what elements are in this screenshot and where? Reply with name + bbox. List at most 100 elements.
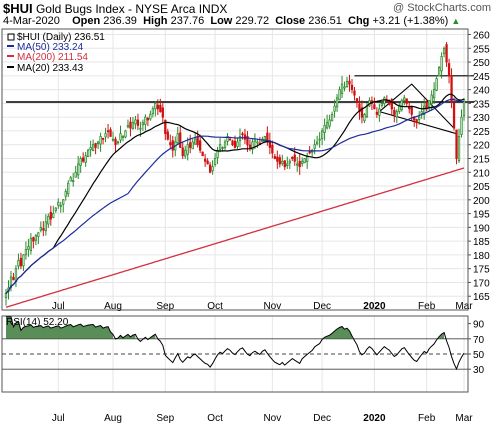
candle-body bbox=[176, 133, 179, 144]
candle-body bbox=[27, 246, 30, 250]
candle-body bbox=[12, 276, 15, 281]
candle-body bbox=[253, 138, 257, 142]
candle-body bbox=[410, 106, 413, 115]
candle-body bbox=[91, 144, 95, 152]
candle-body bbox=[291, 157, 294, 159]
candle-body bbox=[400, 100, 403, 111]
candle-body bbox=[164, 119, 167, 135]
candle-body bbox=[39, 226, 42, 231]
candle-body bbox=[29, 237, 33, 252]
price-tick-label: 185 bbox=[473, 237, 490, 248]
candle-body bbox=[343, 86, 346, 89]
quote-line: 4-Mar-2020 Open 236.39 High 237.76 Low 2… bbox=[3, 15, 460, 27]
candle-body bbox=[203, 158, 207, 162]
candle-body bbox=[104, 133, 107, 138]
rsi-series bbox=[6, 316, 465, 371]
candle-body bbox=[67, 182, 70, 195]
candle-body bbox=[24, 248, 28, 256]
candle-body bbox=[283, 160, 286, 168]
candle-body bbox=[420, 111, 423, 114]
price-tick-label: 210 bbox=[473, 168, 490, 179]
candle-body bbox=[241, 133, 244, 136]
price-tick-label: 170 bbox=[473, 278, 490, 289]
moving-averages bbox=[5, 93, 465, 308]
candle-body bbox=[378, 108, 381, 116]
candle-body bbox=[251, 141, 254, 150]
candle-body bbox=[405, 98, 408, 104]
candle-body bbox=[149, 114, 152, 120]
rsi-tick-label: 30 bbox=[473, 365, 485, 376]
candle-body bbox=[246, 135, 249, 146]
candle-body bbox=[22, 254, 25, 267]
legend-ma200: MA(200) 211.54 bbox=[17, 52, 88, 63]
price-tick-label: 240 bbox=[473, 86, 490, 97]
candle-body bbox=[84, 155, 87, 163]
price-tick-label: 255 bbox=[473, 44, 490, 55]
legend-ma50: MA(50) 233.24 bbox=[17, 42, 84, 53]
month-label: 2020 bbox=[363, 301, 386, 312]
candle-body bbox=[154, 102, 157, 110]
price-tick-label: 230 bbox=[473, 113, 490, 124]
candle-body bbox=[238, 136, 242, 142]
candle-body bbox=[340, 83, 344, 95]
candle-body bbox=[403, 97, 406, 101]
candle-body bbox=[447, 63, 451, 77]
rsi-month-label: Dec bbox=[313, 413, 331, 424]
candle-body bbox=[335, 97, 339, 108]
candle-body bbox=[101, 138, 105, 140]
candle-body bbox=[350, 84, 354, 91]
rsi-month-label: Aug bbox=[104, 413, 122, 424]
candle-body bbox=[189, 142, 192, 148]
candle-body bbox=[450, 75, 453, 102]
change-up-arrow-icon: ▲ bbox=[451, 16, 461, 26]
candle-body bbox=[89, 147, 92, 151]
rsi-axis: 30 50 70 90 bbox=[468, 320, 485, 376]
candle-body bbox=[206, 160, 209, 165]
candle-body bbox=[390, 99, 393, 110]
candle-body bbox=[196, 136, 199, 146]
candle-body bbox=[47, 215, 50, 225]
candle-body bbox=[72, 180, 75, 182]
candle-body bbox=[320, 130, 324, 139]
candle-body bbox=[136, 119, 140, 126]
candle-body bbox=[271, 144, 274, 154]
price-legend: $HUI (Daily) 236.51 MA(50) 233.24 MA(200… bbox=[7, 32, 105, 74]
candle-body bbox=[69, 177, 72, 182]
trendline-wedge-lower bbox=[379, 111, 457, 135]
candle-body bbox=[236, 141, 239, 147]
candle-body bbox=[216, 149, 219, 158]
candle-body bbox=[278, 157, 281, 165]
month-label: Mar bbox=[455, 301, 473, 312]
candle-body bbox=[256, 141, 259, 144]
candle-body bbox=[134, 119, 137, 125]
candle-body bbox=[119, 133, 122, 141]
price-tick-label: 250 bbox=[473, 58, 490, 69]
month-label: Dec bbox=[313, 301, 331, 312]
candle-body bbox=[184, 149, 187, 157]
candle-body bbox=[77, 163, 80, 176]
candle-body bbox=[358, 103, 361, 113]
candle-body bbox=[213, 158, 217, 165]
chart-title: $HUI Gold Bugs Index - NYSE Arca INDX bbox=[3, 1, 227, 16]
price-tick-label: 195 bbox=[473, 210, 490, 221]
candle-body bbox=[355, 98, 359, 102]
month-label: Nov bbox=[263, 301, 281, 312]
candle-body bbox=[365, 105, 369, 118]
candle-body bbox=[231, 140, 234, 146]
close-label: Close bbox=[275, 15, 306, 27]
candle-body bbox=[4, 293, 8, 299]
rsi-tick-label: 70 bbox=[473, 335, 485, 346]
candle-body bbox=[301, 160, 304, 164]
month-label: Jul bbox=[52, 301, 65, 312]
price-tick-label: 165 bbox=[473, 292, 490, 303]
candle-body bbox=[318, 138, 321, 141]
month-label: Oct bbox=[207, 301, 223, 312]
candle-body bbox=[293, 154, 296, 162]
candle-body bbox=[348, 80, 351, 85]
candle-body bbox=[263, 136, 267, 143]
rsi-tick-label: 90 bbox=[473, 320, 485, 331]
candle-body bbox=[325, 122, 329, 129]
candle-body bbox=[181, 147, 184, 157]
rsi-month-label: Mar bbox=[455, 413, 473, 424]
